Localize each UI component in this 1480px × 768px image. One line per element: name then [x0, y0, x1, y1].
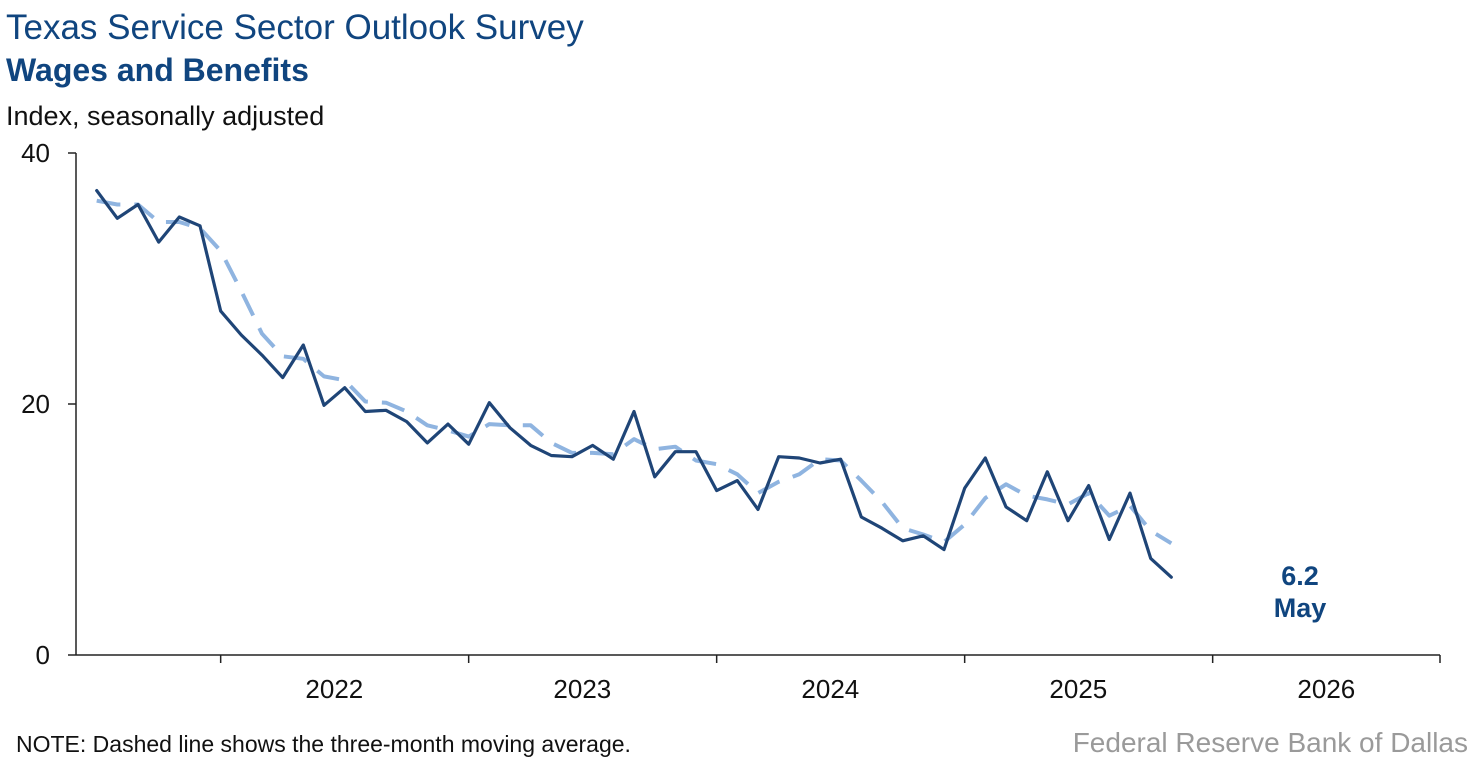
- y-tick-label: 0: [36, 640, 50, 670]
- y-tick-label: 40: [21, 138, 50, 168]
- x-tick-label: 2026: [1297, 674, 1355, 704]
- chart-subtitle: Wages and Benefits: [6, 52, 309, 88]
- moving-average-line: [96, 198, 1173, 546]
- chart-series: [95, 189, 1173, 579]
- x-tick-label: 2024: [801, 674, 859, 704]
- chart-note: NOTE: Dashed line shows the three-month …: [16, 731, 631, 757]
- x-tick-label: 2023: [553, 674, 611, 704]
- chart-axes: 0 20 40 2022 2023 2024 2025 2026: [21, 138, 1441, 704]
- y-axis-units: Index, seasonally adjusted: [6, 101, 325, 131]
- chart-title: Texas Service Sector Outlook Survey: [6, 8, 584, 47]
- x-tick-label: 2025: [1049, 674, 1107, 704]
- y-tick-label: 20: [21, 389, 50, 419]
- x-tick-label: 2022: [305, 674, 363, 704]
- index-line: [95, 189, 1173, 579]
- chart-source: Federal Reserve Bank of Dallas: [1072, 727, 1468, 758]
- callout-label: May: [1274, 593, 1327, 623]
- callout-value: 6.2: [1281, 561, 1319, 591]
